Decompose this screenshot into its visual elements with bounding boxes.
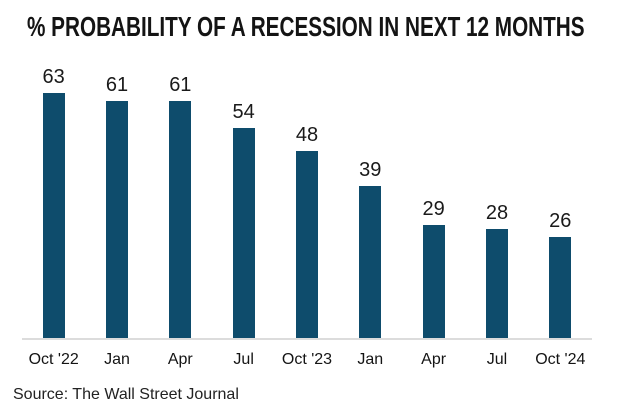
- bar-column: 61: [149, 60, 212, 338]
- bar-value-label: 26: [549, 210, 572, 232]
- bar-column: 63: [22, 60, 85, 338]
- bar-column: 39: [339, 60, 402, 338]
- chart-title: % PROBABILITY OF A RECESSION IN NEXT 12 …: [27, 11, 585, 42]
- bar-column: 54: [212, 60, 275, 338]
- bar-column: 29: [402, 60, 465, 338]
- bar: [359, 186, 382, 338]
- bar-column: 61: [85, 60, 148, 338]
- bar-value-label: 63: [42, 66, 65, 88]
- bar-column: 26: [529, 60, 592, 338]
- bar: [232, 128, 255, 338]
- x-axis-tick-label: Apr: [421, 351, 447, 368]
- x-axis-tick-label: Oct '22: [28, 351, 79, 368]
- x-axis-tick-label: Oct '24: [535, 351, 586, 368]
- bar-value-label: 28: [485, 202, 509, 224]
- x-axis-tick-label: Jan: [357, 351, 384, 368]
- bar-value-label: 61: [169, 74, 192, 96]
- x-axis-label-row: Oct '22 Jan Apr Jul Oct '23 Jan Apr Jul Oct '24: [22, 340, 592, 368]
- bar: [42, 93, 65, 338]
- bar: [105, 101, 128, 338]
- plot-area: 63 61 61 54 48 39 29 28 26: [22, 60, 592, 340]
- x-axis-tick-label: Jul: [233, 351, 254, 368]
- bar-column: 48: [275, 60, 338, 338]
- bar: [295, 151, 318, 338]
- x-axis-tick-label: Apr: [167, 351, 193, 368]
- bar-value-label: 48: [295, 124, 319, 146]
- bar-value-label: 29: [422, 198, 445, 220]
- source-note: Source: The Wall Street Journal: [13, 386, 239, 403]
- x-axis-tick-label: Jul: [486, 351, 508, 368]
- bar-column: 28: [465, 60, 528, 338]
- bar: [549, 237, 572, 338]
- bar: [169, 101, 192, 338]
- bar: [422, 225, 445, 338]
- bar-value-label: 54: [232, 101, 255, 123]
- bar-value-label: 61: [105, 74, 129, 96]
- bar: [485, 229, 508, 338]
- x-axis-tick-label: Oct '23: [281, 351, 333, 368]
- bar-value-label: 39: [359, 159, 382, 181]
- x-axis-tick-label: Jan: [104, 351, 130, 368]
